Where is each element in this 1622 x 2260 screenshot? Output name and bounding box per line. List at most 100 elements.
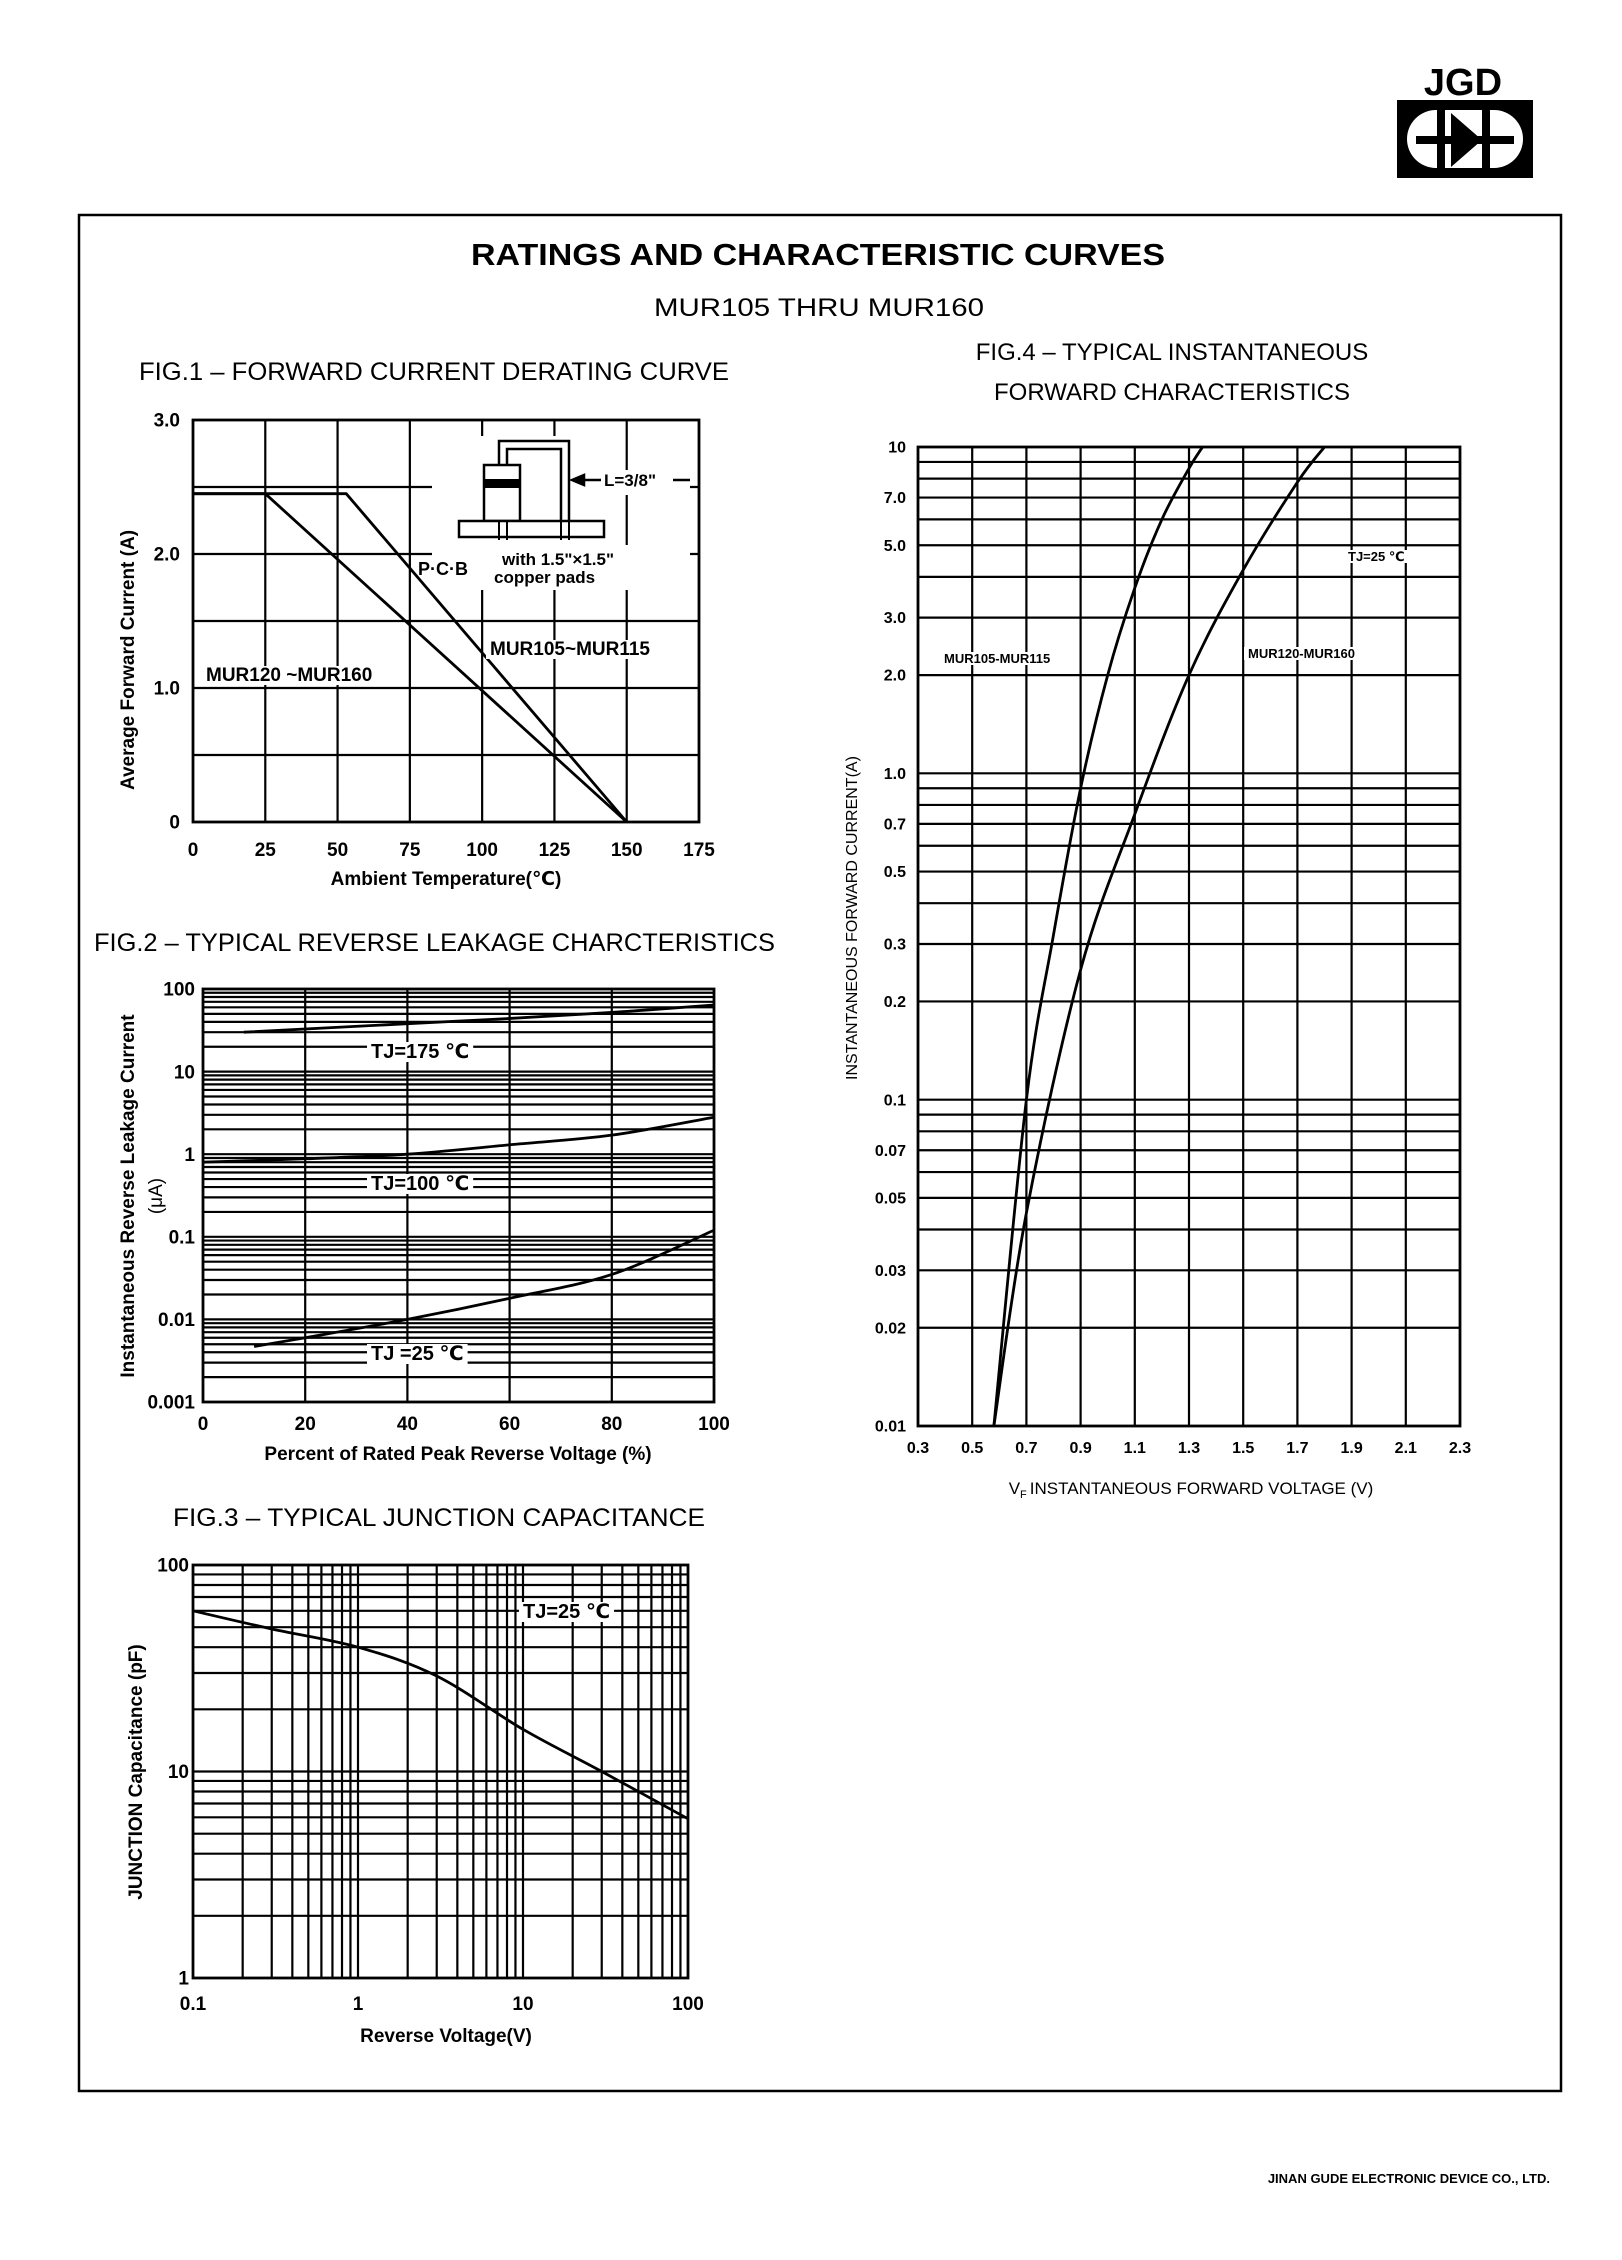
- x-axis-label: VF INSTANTANEOUS FORWARD VOLTAGE (V): [1009, 1479, 1374, 1501]
- y-tick-label: 0.001: [147, 1393, 195, 1414]
- y-tick-label: 100: [157, 1556, 189, 1577]
- annotation-label: TJ=25 ℃: [523, 1601, 610, 1623]
- y-tick-label: 0.1: [169, 1227, 196, 1248]
- y-tick-label: 0.5: [884, 864, 906, 881]
- x-tick-label: 0.5: [961, 1440, 983, 1457]
- charts: FIG.1 – FORWARD CURRENT DERATING CURVE MU…: [94, 339, 1471, 2047]
- x-tick-label: 80: [601, 1414, 622, 1435]
- y-tick-label: 3.0: [884, 610, 906, 627]
- jgd-logo: JGD: [1397, 62, 1533, 178]
- logo-text: JGD: [1424, 62, 1502, 104]
- x-tick-label: 125: [539, 840, 571, 861]
- logo-bar-left: [1437, 100, 1445, 178]
- x-axis-label: Reverse Voltage(V): [360, 2026, 532, 2047]
- x-tick-label: 0.9: [1069, 1440, 1091, 1457]
- x-tick-label: 40: [397, 1414, 418, 1435]
- lead-wire: [497, 439, 571, 530]
- series-curve-2: [992, 446, 1326, 1427]
- series-curve-1: [192, 1609, 689, 1821]
- annotation-label: copper pads: [494, 568, 595, 587]
- y-tick-label: 1: [184, 1145, 195, 1166]
- page-frame: [77, 213, 1563, 2093]
- y-tick-label: 0.01: [875, 1419, 906, 1436]
- plot-frame: [201, 987, 716, 1404]
- x-tick-label: 100: [698, 1414, 730, 1435]
- series-curve-2: [193, 492, 628, 823]
- x-axis-label-subscript: F: [1020, 1489, 1027, 1501]
- figure-title-line-2: FORWARD CHARACTERISTICS: [994, 379, 1350, 406]
- series-curve-3: [253, 1228, 715, 1348]
- annotation-label: L=3/8": [604, 471, 656, 490]
- x-tick-label: 100: [466, 840, 498, 861]
- x-tick-label: 0.1: [180, 1994, 207, 2015]
- y-tick-label: 10: [168, 1762, 189, 1783]
- figure-title: FIG.2 – TYPICAL REVERSE LEAKAGE CHARCTER…: [94, 929, 775, 957]
- y-axis-label: JUNCTION Capacitance (pF): [126, 1644, 147, 1899]
- lead-through-pcb: [498, 521, 570, 540]
- annotation-label: with 1.5"×1.5": [501, 550, 614, 569]
- label-background: [519, 1602, 615, 1622]
- figure-2: FIG.2 – TYPICAL REVERSE LEAKAGE CHARCTER…: [94, 929, 775, 1465]
- y-tick-label: 0: [169, 813, 180, 834]
- diode-band: [484, 479, 520, 488]
- x-tick-label: 1: [353, 1994, 364, 2015]
- x-axis-label-symbol: V: [1009, 1479, 1021, 1498]
- figure-1: FIG.1 – FORWARD CURRENT DERATING CURVE MU…: [118, 358, 729, 890]
- series-label: MUR120 ~MUR160: [206, 665, 372, 686]
- x-tick-label: 25: [255, 840, 277, 861]
- y-axis-label: INSTANTANEOUS FORWARD CURRENT(A): [844, 756, 861, 1080]
- y-axis-label: Instantaneous Reverse Leakage Current: [118, 1014, 139, 1378]
- label-background: [367, 1042, 474, 1062]
- x-tick-label: 1.3: [1178, 1440, 1200, 1457]
- x-axis-label-text: INSTANTANEOUS FORWARD VOLTAGE (V): [1030, 1479, 1374, 1498]
- x-tick-label: 50: [327, 840, 348, 861]
- figure-title: FIG.1 – FORWARD CURRENT DERATING CURVE: [139, 358, 729, 386]
- x-tick-label: 175: [683, 840, 715, 861]
- x-tick-label: 0: [198, 1414, 209, 1435]
- y-tick-label: 0.07: [875, 1143, 906, 1160]
- y-tick-label: 0.01: [158, 1310, 195, 1331]
- series-curve-1: [992, 446, 1204, 1427]
- y-tick-label: 0.2: [884, 994, 906, 1011]
- page-subtitle: MUR105 THRU MUR160: [654, 294, 984, 322]
- y-tick-label: 0.1: [884, 1092, 906, 1109]
- y-tick-label: 100: [163, 980, 195, 1001]
- x-tick-label: 75: [399, 840, 421, 861]
- logo-bar-right: [1482, 100, 1490, 178]
- label-background: [486, 640, 655, 659]
- series-label: MUR105~MUR115: [490, 639, 650, 660]
- x-axis-label: Percent of Rated Peak Reverse Voltage (%…: [264, 1444, 651, 1465]
- figure-3: FIG.3 – TYPICAL JUNCTION CAPACITANCE TJ=2…: [126, 1504, 705, 2047]
- x-tick-label: 10: [512, 1994, 533, 2015]
- series-curve-1: [243, 1003, 715, 1034]
- y-axis-label: Average Forward Current (A): [118, 530, 139, 790]
- footer-company: JINAN GUDE ELECTRONIC DEVICE CO., LTD.: [1268, 2171, 1550, 2186]
- x-axis-label: Ambient Temperature(℃): [331, 869, 562, 890]
- figure-title: FIG.3 – TYPICAL JUNCTION CAPACITANCE: [173, 1504, 705, 1532]
- label-background: [1244, 647, 1359, 660]
- series-curve-2: [202, 1115, 715, 1164]
- y-tick-label: 7.0: [884, 490, 906, 507]
- figure-4: FIG.4 – TYPICAL INSTANTANEOUS FORWARD CHA…: [844, 339, 1471, 1501]
- y-tick-label: 1: [178, 1969, 189, 1990]
- x-tick-label: 20: [295, 1414, 316, 1435]
- length-arrow-icon: [568, 473, 690, 487]
- y-tick-label: 10: [174, 1062, 195, 1083]
- series-label: TJ=175 ℃: [371, 1041, 469, 1063]
- logo-diode-triangle: [1451, 113, 1482, 167]
- x-tick-label: 100: [672, 1994, 704, 2015]
- gridlines: [203, 989, 714, 1402]
- x-tick-label: 1.9: [1340, 1440, 1362, 1457]
- x-tick-label: 2.3: [1449, 1440, 1471, 1457]
- x-tick-label: 1.5: [1232, 1440, 1254, 1457]
- series-label: MUR120-MUR160: [1248, 646, 1355, 661]
- plot-frame: [191, 1563, 690, 1980]
- label-background: [367, 1344, 468, 1364]
- x-tick-label: 0.7: [1015, 1440, 1037, 1457]
- x-tick-label: 1.7: [1286, 1440, 1308, 1457]
- x-tick-label: 0: [188, 840, 199, 861]
- y-tick-label: 1.0: [884, 766, 906, 783]
- pcb-board: [457, 519, 606, 539]
- y-tick-label: 0.05: [875, 1191, 906, 1208]
